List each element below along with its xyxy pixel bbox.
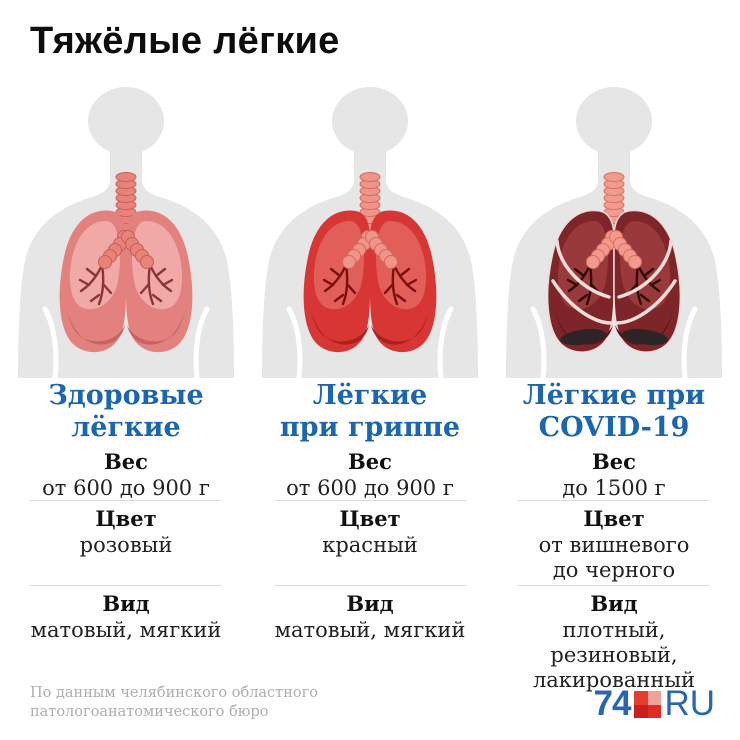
weight-value: до 1500 г	[562, 476, 666, 501]
heading-line: Лёгкие при	[522, 380, 706, 411]
covid-lungs-figure	[494, 85, 734, 378]
74ru-logo: 74 RU	[594, 686, 716, 721]
color-section: Цвет красный	[250, 501, 490, 585]
logo-square-icon	[634, 691, 662, 718]
color-label: Цвет	[583, 506, 645, 531]
color-value: красный	[322, 533, 418, 558]
color-value: розовый	[79, 533, 173, 558]
logo-square-quadrant	[647, 691, 662, 705]
lungs-illustration	[494, 85, 734, 378]
column-heading: Лёгкие при гриппе	[250, 378, 490, 444]
color-label: Цвет	[95, 506, 157, 531]
weight-value: от 600 до 900 г	[42, 476, 210, 501]
color-section: Цвет розовый	[6, 501, 246, 585]
source-line: По данным челябинского областного	[30, 685, 318, 701]
weight-label: Вес	[592, 449, 636, 474]
comparison-columns: Здоровые лёгкие Вес от 600 до 900 г Цвет…	[6, 85, 734, 692]
weight-label: Вес	[104, 449, 148, 474]
source-line: патологоанатомического бюро	[30, 703, 269, 720]
flu-lungs-figure	[250, 85, 490, 378]
logo-square-quadrant	[634, 691, 648, 705]
heading-line: Здоровые	[48, 380, 204, 411]
logo-prefix: 74	[593, 684, 632, 723]
section-divider	[30, 585, 222, 586]
page-title: Тяжёлые лёгкие	[30, 20, 340, 62]
logo-suffix: RU	[664, 684, 715, 723]
look-value: матовый, мягкий	[30, 618, 222, 643]
section-divider	[274, 585, 466, 586]
logo-square-quadrant	[647, 704, 662, 718]
column-flu-lungs: Лёгкие при гриппе Вес от 600 до 900 г Цв…	[250, 85, 490, 682]
look-value: плотный, резиновый, лакированный	[532, 618, 696, 692]
heading-line: при гриппе	[279, 412, 461, 444]
look-section: Вид матовый, мягкий	[250, 586, 490, 682]
section-divider	[518, 500, 710, 501]
logo-square-quadrant	[634, 704, 648, 718]
section-divider	[274, 500, 466, 501]
section-divider	[30, 500, 222, 501]
look-label: Вид	[346, 591, 394, 616]
weight-value: от 600 до 900 г	[286, 476, 454, 501]
healthy-lungs-figure	[6, 85, 246, 378]
column-covid-lungs: Лёгкие при COVID-19 Вес до 1500 г Цвет о…	[494, 85, 734, 692]
look-value: матовый, мягкий	[274, 618, 466, 643]
heading-line: Лёгкие	[312, 380, 428, 411]
look-label: Вид	[102, 591, 150, 616]
lungs-illustration	[6, 85, 246, 378]
source-attribution: По данным челябинского областного патоло…	[30, 684, 318, 722]
weight-section: Вес от 600 до 900 г	[6, 444, 246, 500]
weight-section: Вес до 1500 г	[494, 444, 734, 500]
column-heading: Лёгкие при COVID-19	[494, 378, 734, 444]
heading-line: COVID-19	[538, 412, 690, 444]
look-section: Вид матовый, мягкий	[6, 586, 246, 682]
section-divider	[518, 585, 710, 586]
color-section: Цвет от вишневого до черного	[494, 501, 734, 585]
column-heading: Здоровые лёгкие	[6, 378, 246, 444]
look-label: Вид	[590, 591, 638, 616]
weight-label: Вес	[348, 449, 392, 474]
look-section: Вид плотный, резиновый, лакированный	[494, 586, 734, 692]
lungs-illustration	[250, 85, 490, 378]
color-value: от вишневого до черного	[538, 533, 690, 582]
color-label: Цвет	[339, 506, 401, 531]
weight-section: Вес от 600 до 900 г	[250, 444, 490, 500]
column-healthy-lungs: Здоровые лёгкие Вес от 600 до 900 г Цвет…	[6, 85, 246, 682]
heading-line: лёгкие	[71, 412, 181, 444]
